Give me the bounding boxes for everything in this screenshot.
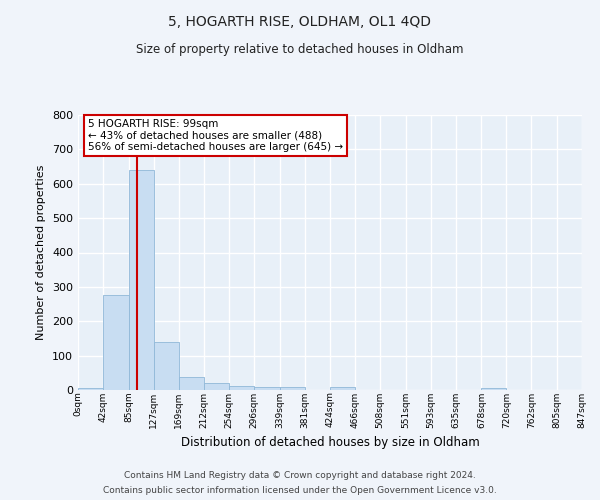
Text: 5, HOGARTH RISE, OLDHAM, OL1 4QD: 5, HOGARTH RISE, OLDHAM, OL1 4QD	[169, 15, 431, 29]
Bar	[229, 386, 254, 390]
Bar	[330, 387, 355, 390]
Bar	[280, 387, 305, 390]
Text: Size of property relative to detached houses in Oldham: Size of property relative to detached ho…	[136, 42, 464, 56]
Text: 5 HOGARTH RISE: 99sqm
← 43% of detached houses are smaller (488)
56% of semi-det: 5 HOGARTH RISE: 99sqm ← 43% of detached …	[88, 119, 343, 152]
X-axis label: Distribution of detached houses by size in Oldham: Distribution of detached houses by size …	[181, 436, 479, 449]
Y-axis label: Number of detached properties: Number of detached properties	[37, 165, 46, 340]
Bar	[103, 296, 128, 390]
Bar	[481, 388, 506, 390]
Bar	[78, 388, 103, 390]
Text: Contains HM Land Registry data © Crown copyright and database right 2024.: Contains HM Land Registry data © Crown c…	[124, 471, 476, 480]
Bar	[254, 386, 280, 390]
Bar	[154, 342, 179, 390]
Bar	[128, 170, 154, 390]
Bar	[179, 378, 204, 390]
Bar	[204, 383, 229, 390]
Text: Contains public sector information licensed under the Open Government Licence v3: Contains public sector information licen…	[103, 486, 497, 495]
